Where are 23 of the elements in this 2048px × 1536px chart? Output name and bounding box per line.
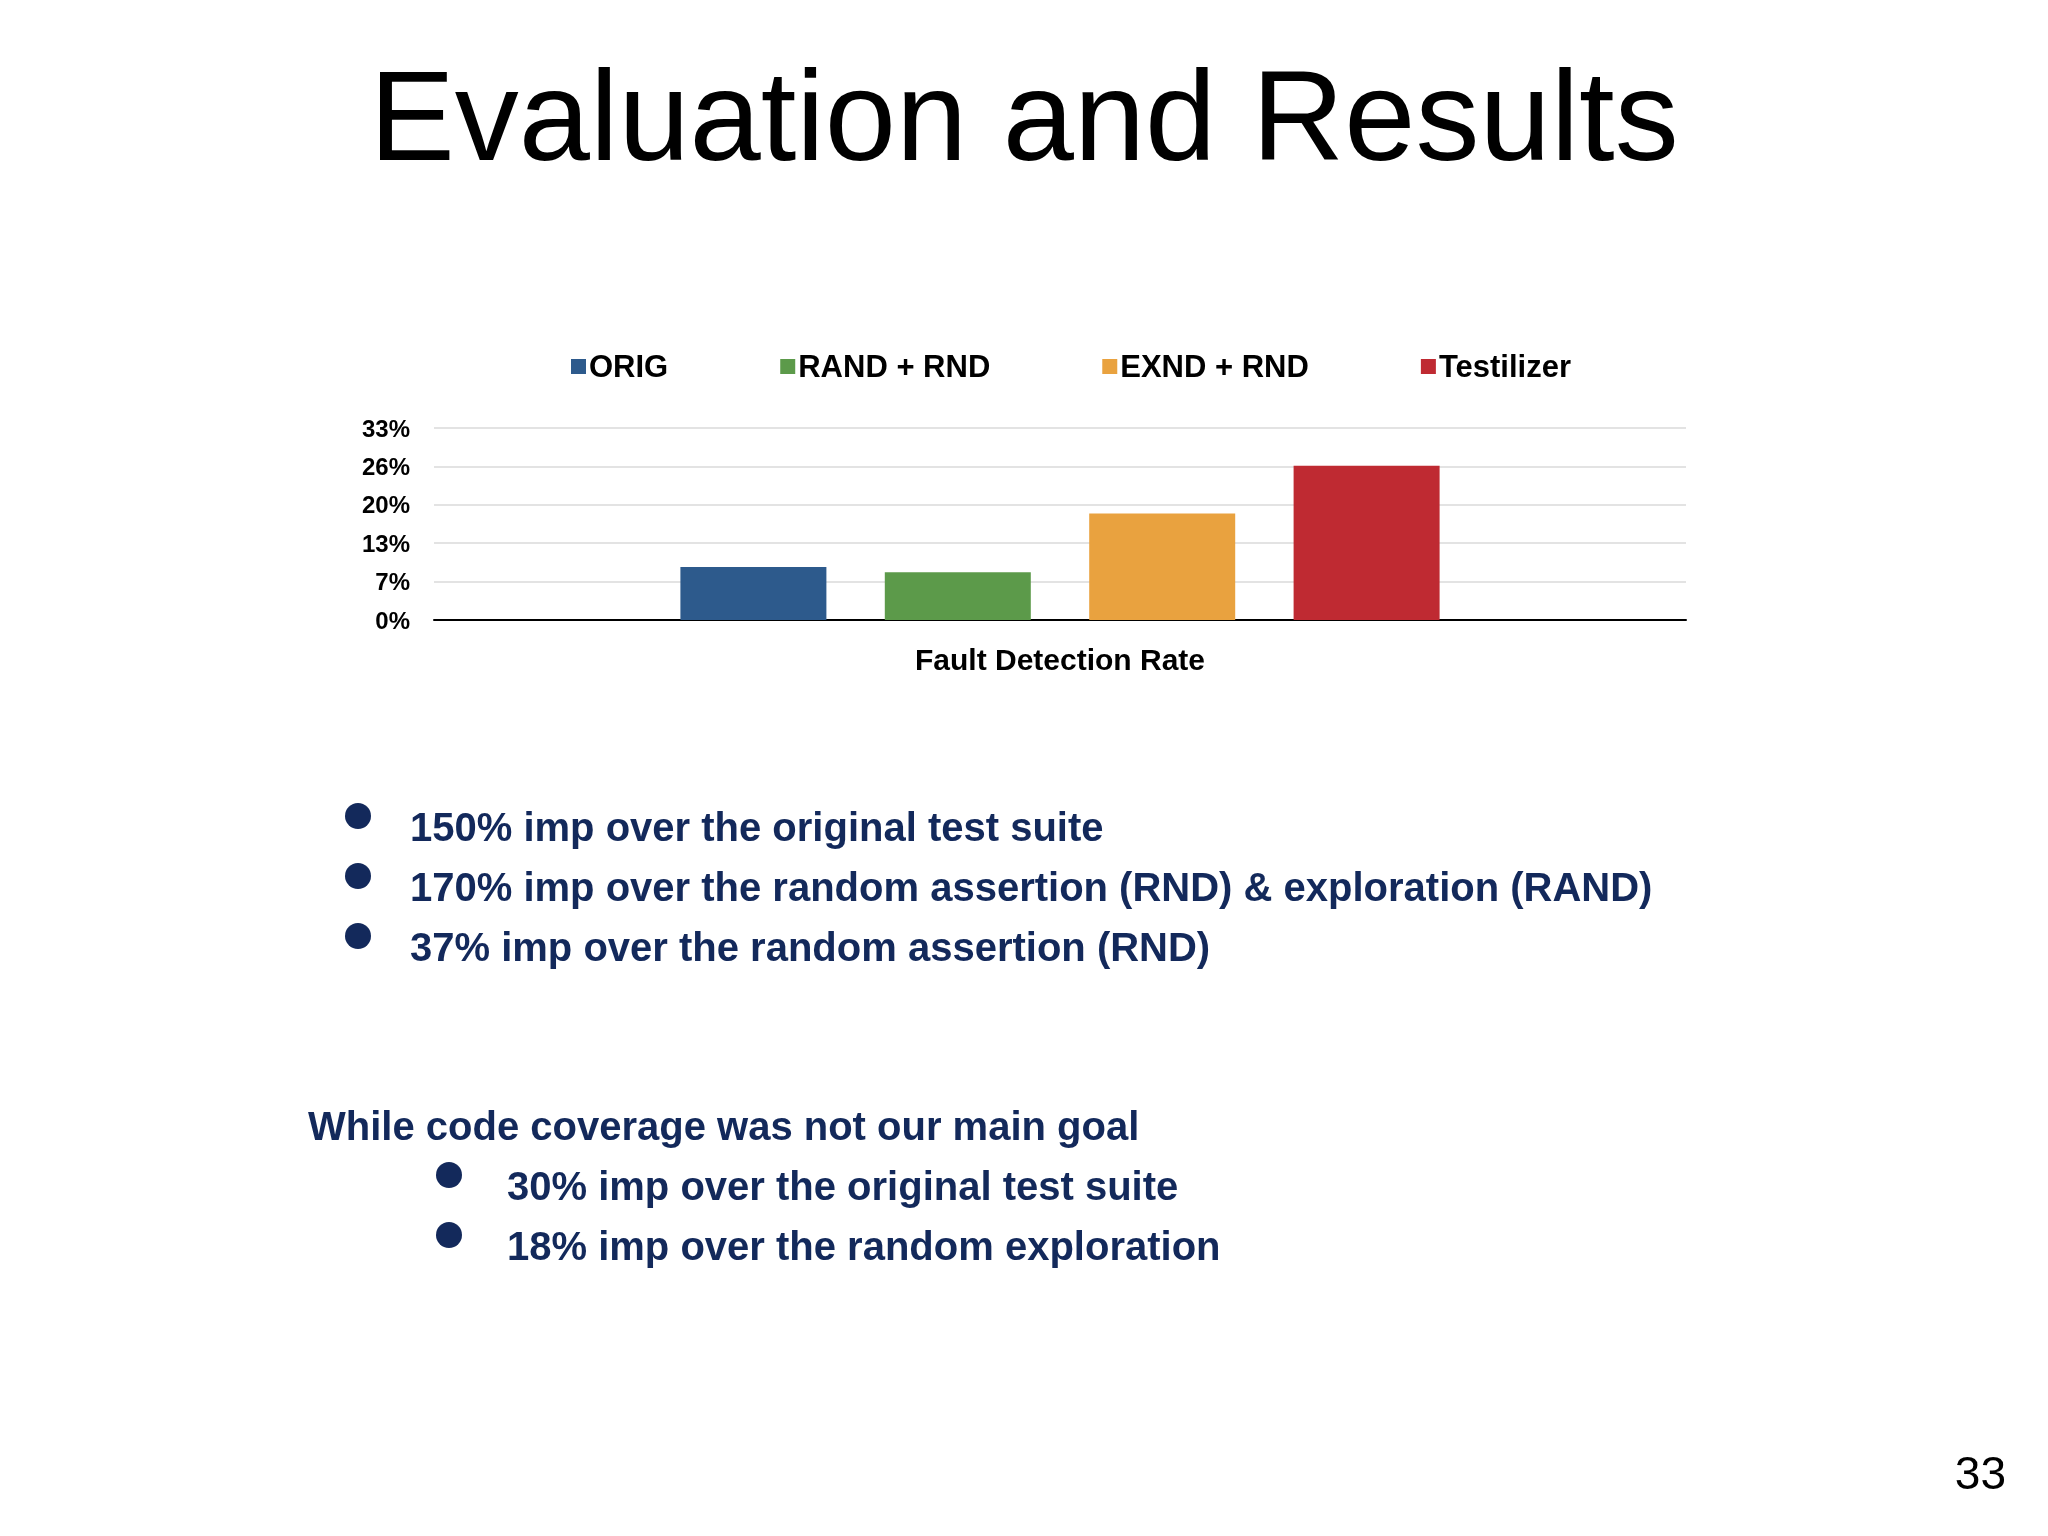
bar	[884, 572, 1031, 620]
text: 30% imp over the original test suite	[507, 1163, 1179, 1210]
text: 18% imp over the random exploration	[507, 1223, 1221, 1270]
legend-label: ORIG	[589, 349, 669, 384]
legend-label: EXND + RND	[1120, 349, 1309, 384]
chart-title: Evaluation and Results	[369, 43, 1679, 187]
y-tick-label: 26%	[361, 452, 410, 480]
text: 170% imp over the random assertion (RND) & exploration (RAND)	[410, 864, 1653, 911]
text: 37% imp over the random assertion (RND)	[410, 924, 1211, 971]
y-tick-label: 20%	[361, 491, 410, 519]
bar	[1293, 465, 1440, 620]
legend-label: RAND + RND	[798, 349, 991, 384]
bar	[680, 567, 827, 620]
x-tick-label: Fault Detection Rate	[914, 642, 1206, 676]
legend-label: Testilizer	[1438, 349, 1571, 384]
y-tick-label: 13%	[361, 529, 410, 557]
text: While code coverage was not our main goal	[308, 1103, 1140, 1150]
text: 33	[1954, 1446, 2006, 1500]
y-tick-label: 33%	[361, 414, 410, 442]
text: 150% imp over the original test suite	[410, 804, 1104, 851]
y-tick-label: 0%	[375, 606, 410, 634]
bar	[1089, 513, 1236, 620]
y-tick-label: 7%	[375, 568, 410, 596]
